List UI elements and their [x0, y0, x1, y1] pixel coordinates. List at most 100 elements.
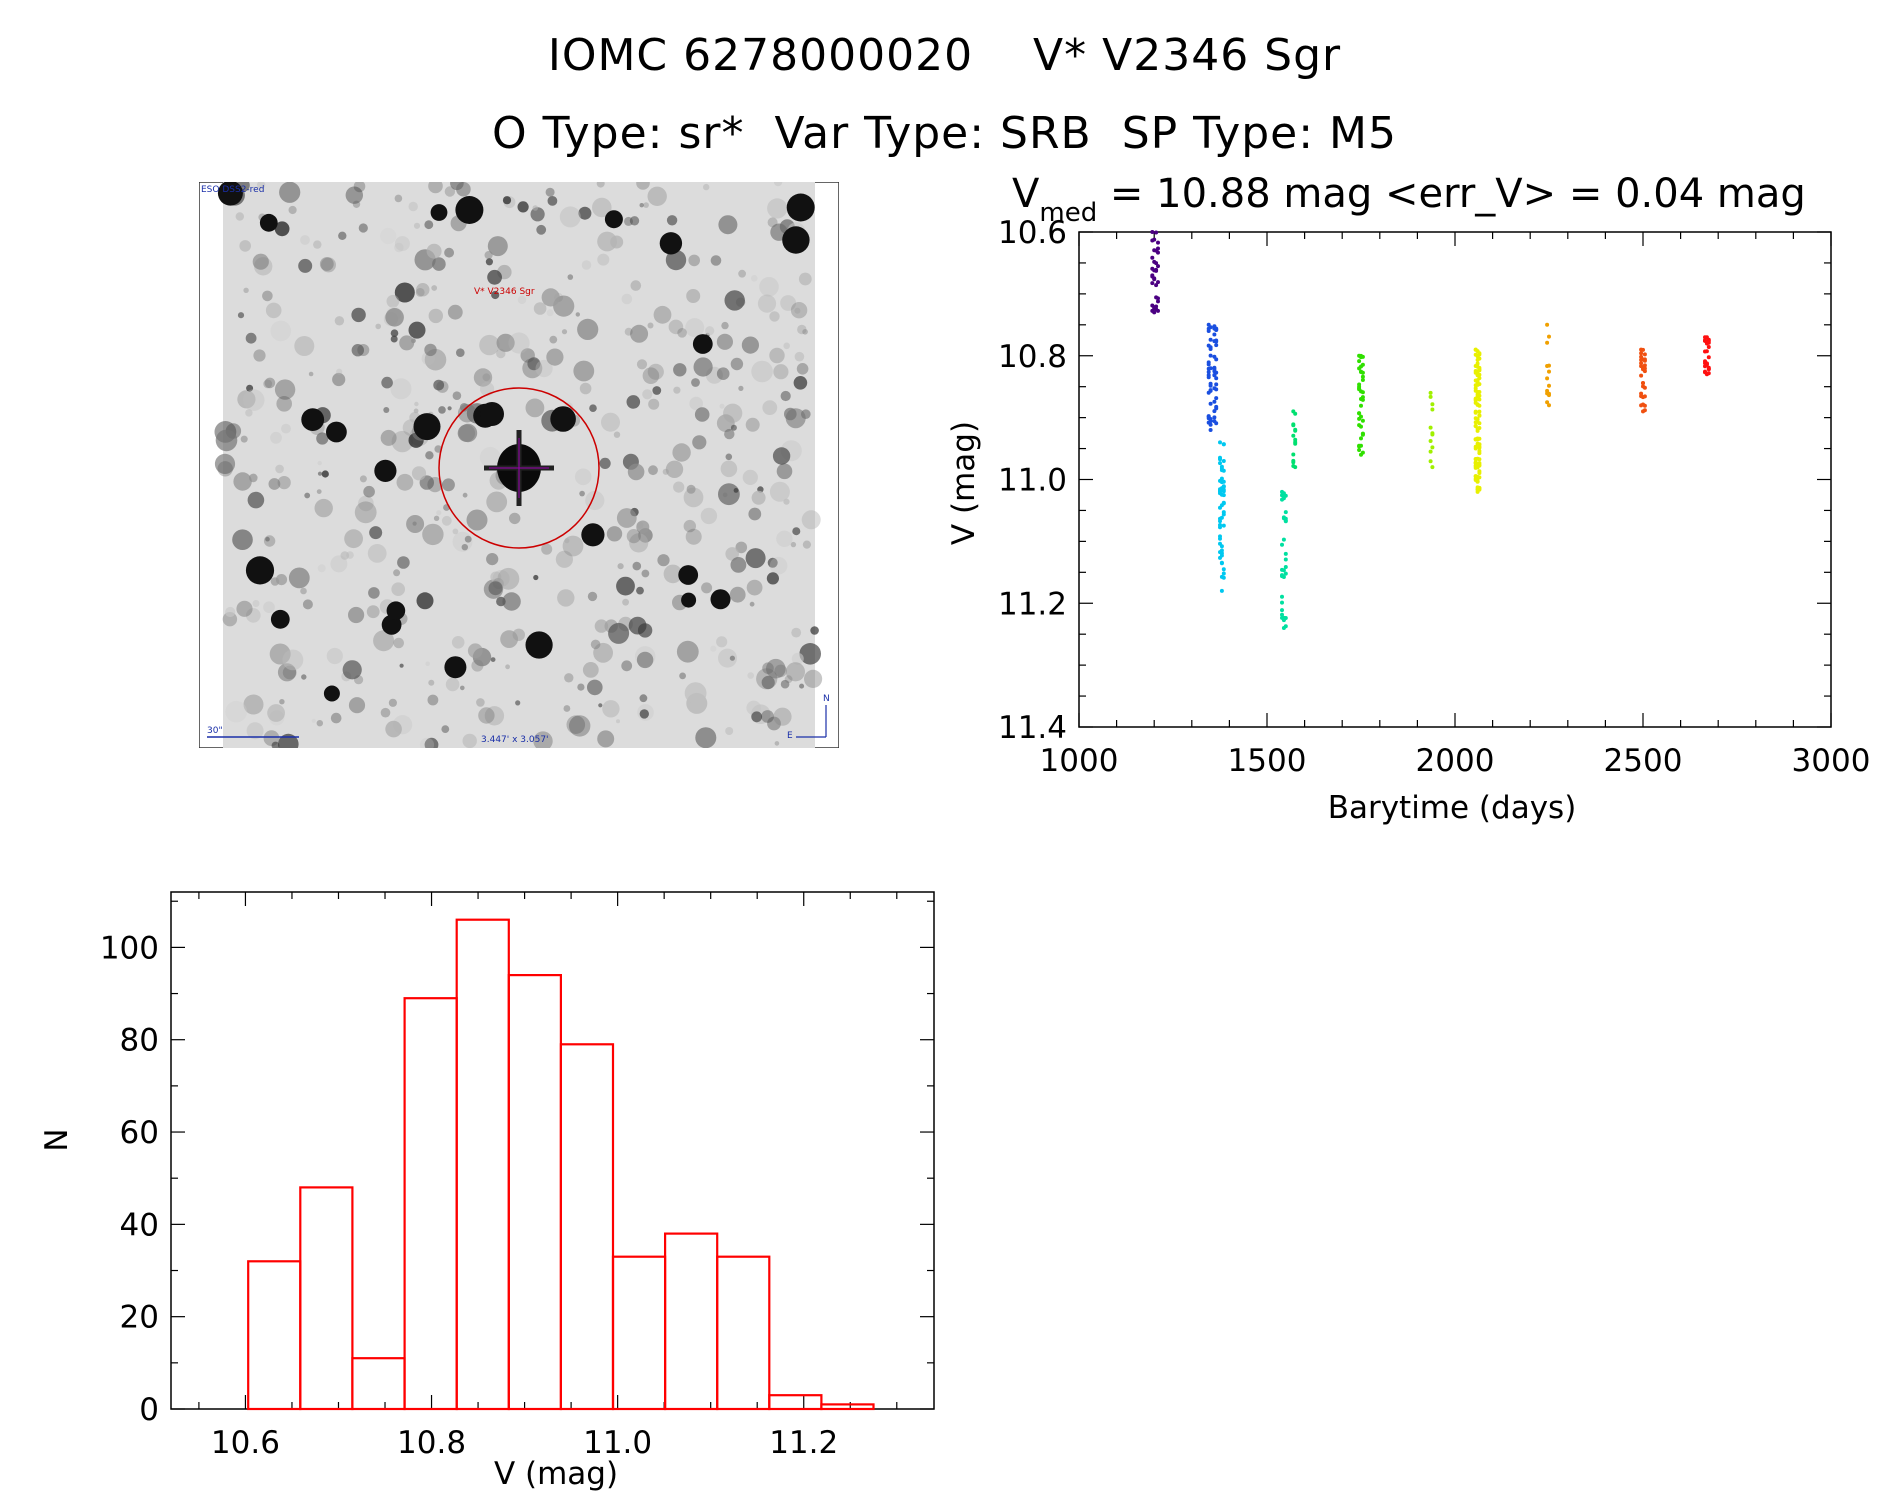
sky-blob: [624, 216, 633, 226]
sky-blob: [643, 202, 649, 208]
sky-blob: [716, 333, 734, 350]
data-point: [1477, 365, 1482, 370]
sky-blob: [665, 460, 684, 478]
data-point: [1214, 343, 1219, 348]
sky-blob: [589, 404, 597, 412]
page-subtitle: O Type: sr* Var Type: SRB SP Type: M5: [491, 108, 1397, 159]
data-point: [1477, 486, 1482, 491]
data-point: [1641, 347, 1645, 352]
data-point: [1430, 407, 1435, 412]
sky-blob: [302, 599, 313, 610]
data-point: [1219, 479, 1224, 484]
sky-blob: [547, 196, 558, 206]
y-tick-label: 10.8: [998, 339, 1067, 375]
data-point: [1642, 366, 1647, 371]
data-point: [1475, 357, 1480, 362]
sky-blob: [766, 658, 786, 679]
sky-blob: [742, 469, 758, 485]
sky-blob: [761, 675, 775, 690]
sky-blob: [326, 647, 343, 665]
data-point: [1219, 492, 1224, 497]
light-curve-series: [1428, 390, 1435, 470]
data-point: [1212, 415, 1217, 420]
sky-blob: [799, 643, 821, 665]
data-point: [1475, 394, 1480, 399]
sky-blob: [616, 719, 620, 724]
data-point: [1641, 384, 1645, 389]
sky-blob: [270, 577, 280, 586]
data-point: [1156, 299, 1160, 304]
sky-blob: [274, 379, 296, 400]
sky-blob: [773, 364, 789, 380]
data-point: [1221, 567, 1226, 572]
histogram-bar: [247, 1260, 302, 1411]
sky-blob: [639, 709, 649, 719]
sky-blob: [745, 548, 766, 569]
y-tick-label: 11.0: [998, 463, 1067, 499]
sky-blob: [703, 183, 710, 191]
data-point: [1704, 335, 1709, 340]
sky-blob: [577, 318, 599, 340]
sky-blob: [608, 622, 630, 644]
data-point: [1283, 519, 1288, 524]
sky-blob: [277, 663, 297, 682]
sky-blob: [716, 367, 730, 380]
sky-blob: [321, 470, 329, 478]
data-point: [1477, 449, 1482, 453]
sky-blob: [694, 407, 710, 422]
sky-blob: [598, 703, 603, 708]
sky-blob: [491, 290, 500, 300]
data-point: [1473, 446, 1478, 451]
sky-blob: [685, 528, 702, 545]
data-point: [1221, 459, 1226, 463]
histogram-chart: 10.6 10.8 11.0 11.2 0 20 40 60 80 100 V (mag) N: [39, 891, 935, 1492]
sky-blob: [358, 495, 374, 512]
sky-blob: [373, 630, 395, 652]
sky-blob: [487, 269, 502, 285]
sky-blob: [684, 682, 707, 704]
target-circle: [438, 387, 600, 549]
sky-blob: [679, 672, 686, 680]
sky-blob: [246, 384, 254, 392]
data-point: [1218, 457, 1222, 462]
sky-blob: [767, 716, 781, 731]
data-point: [1475, 369, 1480, 374]
sky-blob: [433, 515, 440, 521]
title-rest: = 10.88 mag <err_V> = 0.04 mag: [1097, 171, 1806, 217]
data-point: [1219, 548, 1224, 553]
sky-blob: [396, 473, 414, 491]
data-point: [1208, 401, 1213, 406]
data-point: [1641, 381, 1645, 386]
data-point: [1473, 352, 1478, 357]
sky-blob: [274, 221, 290, 237]
data-point: [1642, 358, 1647, 363]
sky-blob: [473, 368, 493, 387]
sky-blob: [785, 408, 806, 429]
sky-blob: [424, 343, 437, 357]
sky-blob: [301, 674, 307, 680]
sky-blob: [270, 431, 282, 444]
sky-blob: [342, 660, 362, 680]
sky-blob: [330, 555, 348, 573]
sky-blob: [319, 257, 334, 271]
sky-blob: [298, 258, 313, 273]
sky-blob: [636, 586, 644, 595]
x-tick-label: 11.2: [769, 1425, 838, 1461]
light-curve-ylabel: V (mag): [946, 421, 982, 545]
sky-blob: [776, 463, 793, 480]
sky-blob: [388, 698, 397, 707]
data-point: [1154, 283, 1159, 288]
data-point: [1221, 500, 1226, 505]
x-tick-label: 1500: [1228, 743, 1307, 779]
sky-blob: [232, 529, 253, 550]
data-point: [1359, 353, 1363, 358]
sky-blob: [735, 297, 746, 307]
sky-blob: [798, 272, 812, 286]
data-point: [1473, 437, 1478, 442]
sky-blob: [582, 662, 599, 678]
sky-blob: [279, 182, 301, 203]
sky-blob: [772, 447, 791, 465]
sky-blob: [509, 512, 521, 525]
data-point: [1639, 394, 1644, 399]
sky-blob: [652, 386, 662, 395]
